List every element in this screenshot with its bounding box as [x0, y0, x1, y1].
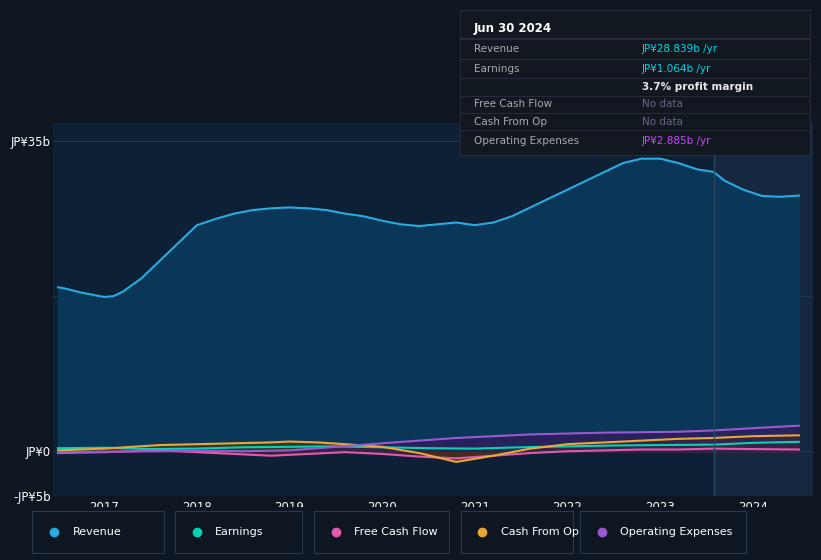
Text: Free Cash Flow: Free Cash Flow — [474, 99, 553, 109]
Text: Free Cash Flow: Free Cash Flow — [354, 527, 438, 537]
Text: Revenue: Revenue — [474, 44, 519, 54]
Text: Cash From Op: Cash From Op — [474, 116, 547, 127]
Bar — [32, 511, 163, 553]
Text: JP¥2.885b /yr: JP¥2.885b /yr — [642, 136, 712, 146]
Text: Jun 30 2024: Jun 30 2024 — [474, 22, 553, 35]
Bar — [713, 123, 813, 496]
Text: Earnings: Earnings — [474, 64, 520, 74]
Text: No data: No data — [642, 116, 683, 127]
Bar — [461, 511, 572, 553]
Text: Cash From Op: Cash From Op — [501, 527, 579, 537]
Text: Operating Expenses: Operating Expenses — [474, 136, 580, 146]
Bar — [314, 511, 449, 553]
Text: JP¥1.064b /yr: JP¥1.064b /yr — [642, 64, 711, 74]
Bar — [580, 511, 746, 553]
Text: JP¥28.839b /yr: JP¥28.839b /yr — [642, 44, 718, 54]
Text: 3.7% profit margin: 3.7% profit margin — [642, 82, 753, 92]
Text: Operating Expenses: Operating Expenses — [621, 527, 733, 537]
Text: No data: No data — [642, 99, 683, 109]
Text: Earnings: Earnings — [215, 527, 264, 537]
Text: Revenue: Revenue — [72, 527, 122, 537]
Bar — [175, 511, 302, 553]
